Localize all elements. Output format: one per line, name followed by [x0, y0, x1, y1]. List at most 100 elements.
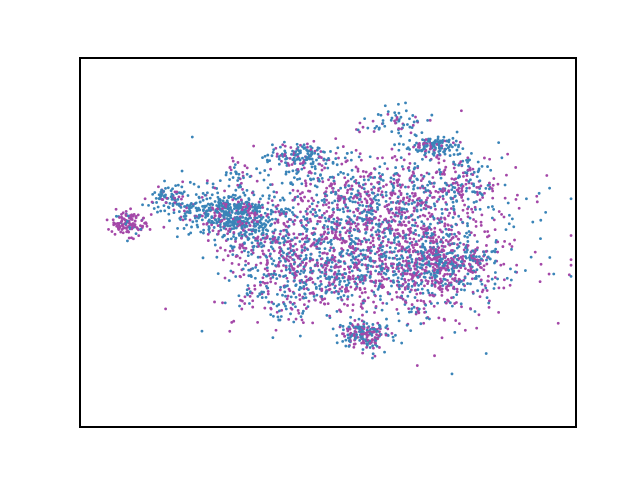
- data-point: [383, 205, 387, 209]
- data-point: [316, 219, 320, 223]
- data-point: [274, 217, 278, 221]
- data-point: [289, 295, 293, 299]
- data-point: [537, 191, 541, 195]
- data-point: [447, 214, 450, 218]
- data-point: [259, 241, 263, 245]
- data-point: [397, 319, 401, 323]
- data-point: [298, 240, 302, 243]
- data-point: [246, 250, 250, 254]
- data-point: [490, 187, 494, 191]
- data-point: [475, 274, 478, 278]
- data-point: [412, 120, 416, 124]
- data-point: [236, 210, 240, 214]
- data-point: [259, 197, 262, 201]
- data-point: [276, 221, 280, 224]
- data-point: [343, 226, 346, 230]
- data-point: [425, 261, 429, 265]
- data-point: [346, 336, 350, 340]
- data-point: [284, 161, 287, 165]
- data-point: [384, 190, 388, 194]
- data-point: [181, 218, 185, 222]
- data-point: [552, 272, 556, 276]
- data-point: [389, 262, 393, 266]
- data-point: [213, 186, 217, 190]
- data-point: [284, 266, 288, 269]
- data-point: [348, 231, 352, 235]
- data-point: [455, 290, 459, 294]
- data-point: [217, 214, 221, 218]
- data-point: [442, 135, 446, 139]
- data-point: [210, 215, 214, 219]
- data-point: [442, 150, 445, 154]
- data-point: [378, 246, 382, 250]
- data-point: [282, 256, 285, 259]
- data-point: [426, 183, 430, 187]
- data-point: [437, 246, 441, 250]
- data-point: [452, 166, 456, 170]
- data-point: [438, 262, 441, 266]
- data-point: [288, 191, 292, 195]
- data-point: [241, 215, 245, 219]
- data-point: [358, 130, 361, 134]
- data-point: [363, 117, 367, 120]
- data-point: [489, 168, 493, 172]
- data-point: [394, 272, 398, 276]
- data-point: [391, 256, 395, 260]
- data-point: [480, 282, 484, 286]
- data-point: [180, 185, 184, 189]
- data-point: [377, 272, 380, 276]
- data-point: [480, 193, 484, 197]
- data-point: [238, 217, 242, 220]
- data-point: [242, 176, 245, 180]
- data-point: [442, 262, 446, 266]
- data-point: [294, 242, 297, 246]
- data-point: [450, 225, 454, 229]
- data-point: [287, 224, 291, 228]
- data-point: [388, 250, 392, 254]
- data-point: [466, 272, 470, 276]
- data-point: [220, 209, 224, 213]
- data-point: [292, 232, 296, 236]
- data-point: [460, 280, 463, 283]
- data-point: [457, 277, 461, 281]
- data-point: [288, 156, 292, 160]
- data-point: [408, 250, 411, 254]
- data-point: [122, 226, 126, 230]
- data-point: [402, 220, 406, 224]
- data-point: [300, 167, 304, 171]
- data-point: [349, 265, 353, 268]
- data-point: [432, 248, 436, 252]
- data-point: [451, 200, 455, 204]
- data-point: [383, 162, 387, 165]
- data-point: [441, 284, 445, 287]
- data-point: [466, 211, 469, 215]
- data-point: [190, 135, 194, 139]
- data-point: [163, 195, 166, 199]
- data-point: [457, 237, 461, 241]
- data-point: [375, 202, 379, 205]
- data-point: [324, 162, 328, 166]
- data-point: [407, 233, 411, 237]
- data-point: [374, 341, 377, 345]
- data-point: [486, 165, 489, 168]
- data-point: [337, 218, 341, 221]
- data-point: [322, 240, 326, 244]
- data-point: [198, 213, 201, 217]
- data-point: [271, 150, 275, 154]
- data-point: [488, 187, 491, 191]
- data-point: [338, 238, 342, 241]
- data-point: [428, 194, 432, 197]
- data-point: [301, 156, 304, 160]
- data-point: [493, 261, 496, 265]
- data-point: [125, 227, 128, 230]
- data-point: [327, 217, 331, 221]
- data-point: [395, 116, 399, 119]
- data-point: [430, 213, 434, 216]
- data-point: [308, 259, 312, 263]
- data-point: [241, 267, 245, 271]
- data-point: [343, 267, 346, 271]
- data-point: [218, 179, 222, 183]
- data-point: [262, 226, 265, 230]
- data-point: [285, 157, 289, 160]
- data-point: [315, 293, 319, 297]
